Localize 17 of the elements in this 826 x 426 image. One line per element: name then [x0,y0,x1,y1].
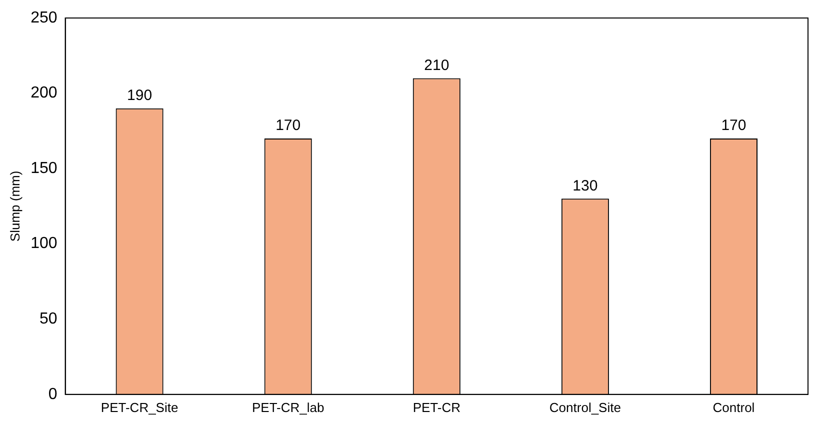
y-tick-label: 150 [30,160,58,177]
x-tick-label: Control [712,400,755,415]
y-tick-label: 100 [30,235,58,252]
x-tick-label: Control_Site [549,400,621,415]
y-tick-label: 200 [30,84,58,102]
x-tick-label: PET-CR_Site [100,400,178,415]
y-axis-title: Slump (mm) [7,170,22,242]
y-tick-label: 50 [40,310,58,328]
data-label: 210 [424,56,450,74]
data-label: 130 [572,177,598,194]
data-label: 170 [721,117,746,134]
y-tick-label: 0 [48,386,58,403]
x-tick-label: PET-CR [412,400,460,415]
y-tick-label: 250 [30,9,58,26]
data-label: 190 [127,86,152,104]
x-tick-label: PET-CR_lab [252,400,324,415]
data-label: 170 [276,117,301,134]
